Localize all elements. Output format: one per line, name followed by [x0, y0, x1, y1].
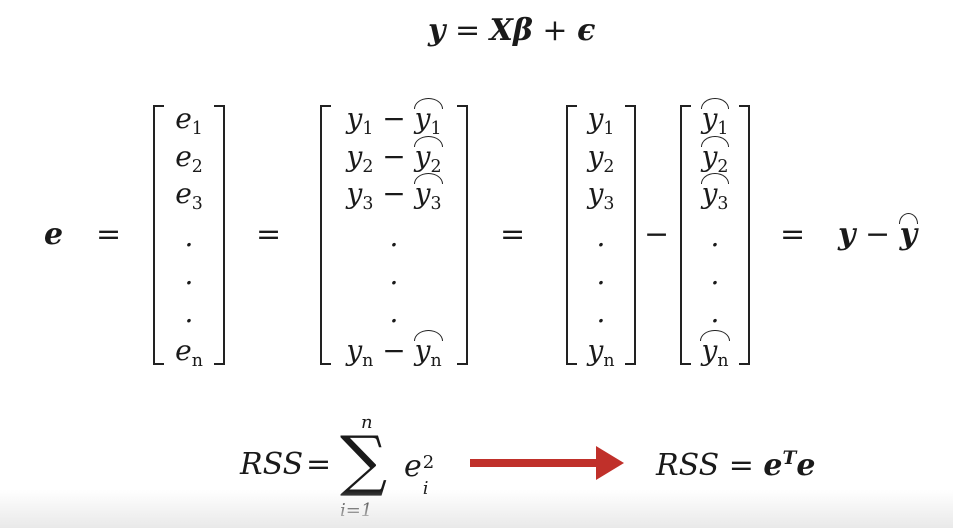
matrix-dot: .: [184, 296, 194, 329]
matrix-cell: yn − yn: [320, 329, 468, 375]
matrix-cell: en: [175, 334, 203, 372]
residual-term-e: e: [404, 449, 422, 484]
matrix-dot: .: [184, 258, 194, 291]
rss-equals-2: =: [728, 448, 754, 484]
matrix-cell: y1: [587, 102, 615, 140]
matrix-dot: .: [389, 220, 399, 253]
minus-sign-2: −: [864, 217, 891, 252]
equals-sign: =: [454, 13, 481, 48]
beta-symbol: β: [512, 13, 533, 48]
matrix-dot: .: [389, 258, 399, 291]
x-matrix-symbol: X: [489, 13, 513, 48]
matrix-dot: .: [184, 220, 194, 253]
matrix-cell: y2 − y2: [320, 135, 468, 181]
minus-sign: −: [644, 217, 670, 252]
e-vector-symbol: e: [763, 448, 783, 484]
residual-vector-symbol: e: [44, 217, 64, 252]
epsilon-symbol: ϵ: [577, 13, 596, 48]
matrix-cell: yn: [680, 329, 750, 375]
rss-label-2: RSS: [656, 448, 720, 484]
rss-label: RSS: [240, 447, 304, 482]
matrix-dot: .: [389, 296, 399, 329]
exponent: 2: [422, 452, 435, 473]
rss-matrix-form: RSS = eTe: [656, 448, 816, 484]
matrix-cell: y3: [680, 172, 750, 218]
y-symbol: y: [428, 13, 446, 48]
summation-sign: ∑: [340, 422, 388, 499]
sum-upper-limit: n: [361, 412, 373, 433]
y-hat-vector-symbol: y: [898, 213, 919, 252]
matrix-cell: e1: [175, 102, 203, 140]
matrix-cell: y1 − y1: [320, 97, 468, 143]
matrix-cell: yn: [587, 334, 615, 372]
bottom-fade: [0, 490, 953, 528]
observed-matrix: y1 y2 y3 . . . yn: [566, 102, 636, 371]
arrow-head-icon: [596, 446, 624, 480]
matrix-dot: .: [596, 220, 606, 253]
equals-sign-4: =: [780, 217, 806, 252]
residual-matrix: e1 e2 e3 . . . en: [153, 102, 225, 371]
matrix-cell: e2: [175, 140, 203, 178]
observed-minus-fitted: y − y: [838, 213, 919, 252]
fitted-matrix: y1 y2 y3 . . . yn: [680, 97, 750, 371]
e-vector-symbol-2: e: [796, 448, 816, 484]
rss-equals: =: [306, 447, 332, 482]
transpose-symbol: T: [782, 448, 797, 469]
equals-sign-2: =: [256, 217, 282, 252]
matrix-cell: y3: [587, 177, 615, 215]
plus-sign: +: [542, 13, 568, 48]
matrix-cell: e3: [175, 177, 203, 215]
linear-model-equation: y = Xβ + ϵ: [428, 16, 595, 46]
squared-residual-term: e 2 i: [404, 449, 436, 498]
matrix-dot: .: [710, 220, 720, 253]
arrow-right-icon: [470, 459, 600, 467]
matrix-cell: y3 − y3: [320, 172, 468, 218]
y-vector-symbol: y: [838, 217, 856, 252]
matrix-dot: .: [710, 258, 720, 291]
equals-sign-1: =: [96, 217, 122, 252]
matrix-cell: y2: [587, 140, 615, 178]
matrix-dot: .: [596, 258, 606, 291]
index-subscript: i: [422, 478, 429, 499]
matrix-dot: .: [710, 296, 720, 329]
difference-matrix: y1 − y1 y2 − y2 y3 − y3 . . . yn − yn: [320, 97, 468, 371]
matrix-dot: .: [596, 296, 606, 329]
equals-sign-3: =: [500, 217, 526, 252]
